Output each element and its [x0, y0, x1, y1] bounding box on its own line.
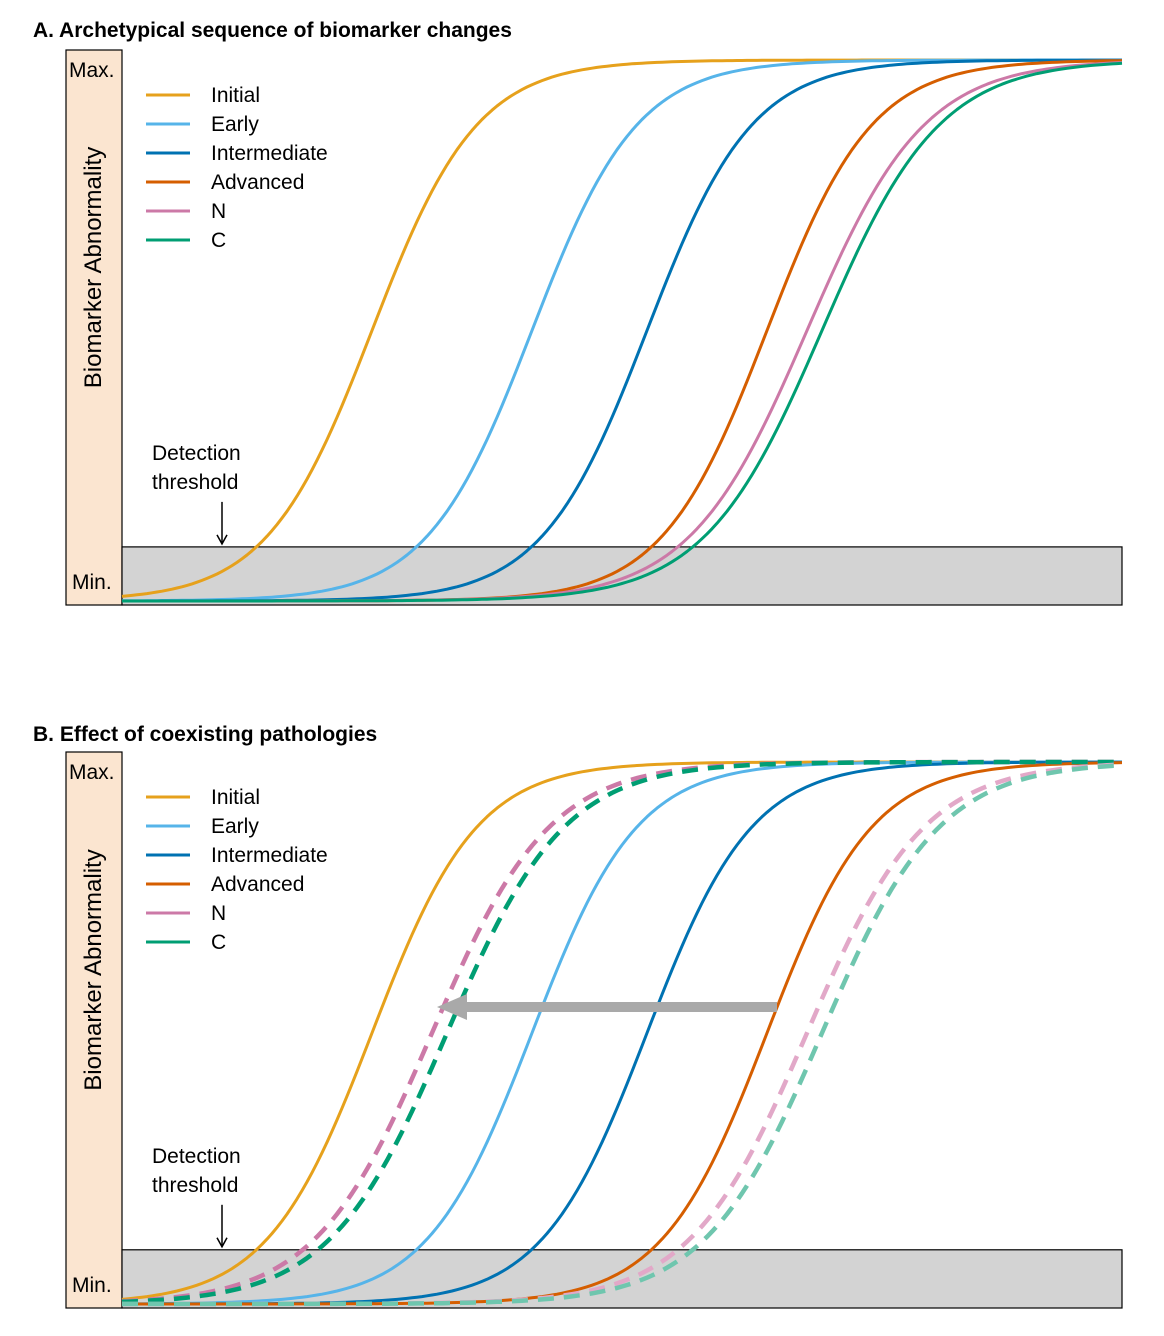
y-tick-min: Min.	[72, 1274, 112, 1297]
threshold-annotation: Detection threshold	[152, 1145, 241, 1249]
threshold-arrow-head	[216, 534, 228, 546]
legend-label-early: Early	[211, 113, 259, 136]
panel-a: A. Archetypical sequence of biomarker ch…	[33, 19, 1123, 606]
series-line-c-original	[122, 763, 1123, 1307]
legend-label-initial: Initial	[211, 786, 260, 809]
threshold-annotation: Detection threshold	[152, 442, 241, 546]
threshold-arrow-head	[216, 1237, 228, 1249]
y-axis-strip	[65, 751, 123, 1309]
y-tick-max: Max.	[69, 761, 115, 784]
threshold-label-line1: Detection	[152, 1145, 241, 1168]
legend-label-advanced: Advanced	[211, 171, 304, 194]
legend-label-intermediate: Intermediate	[211, 142, 328, 165]
legend-label-intermediate: Intermediate	[211, 844, 328, 867]
legend-label-advanced: Advanced	[211, 873, 304, 896]
curves	[121, 58, 1123, 603]
panel-b: B. Effect of coexisting pathologies Max. M…	[33, 723, 1123, 1309]
y-tick-min: Min.	[72, 571, 112, 594]
legend-label-n: N	[211, 200, 226, 223]
detection-threshold-band	[121, 1249, 1123, 1309]
threshold-label-line1: Detection	[152, 442, 241, 465]
legend-label-n: N	[211, 902, 226, 925]
legend: Initial Early Intermediate Advanced NC	[146, 84, 328, 252]
y-axis-label: Biomarker Abnormality	[80, 849, 107, 1090]
series-line-c	[121, 759, 1122, 1305]
legend-label-initial: Initial	[211, 84, 260, 107]
curves	[121, 759, 1123, 1307]
legend-label-c: C	[211, 229, 226, 252]
threshold-label-line2: threshold	[152, 471, 238, 494]
y-axis-strip	[65, 49, 123, 606]
y-axis-label: Biomarker Abnormality	[80, 147, 107, 388]
legend-label-c: C	[211, 931, 226, 954]
legend: Initial Early Intermediate Advanced NC	[146, 786, 328, 954]
shift-arrow-head	[437, 994, 467, 1020]
series-line-c	[122, 61, 1123, 603]
threshold-label-line2: threshold	[152, 1174, 238, 1197]
panel-title: A. Archetypical sequence of biomarker ch…	[33, 19, 512, 42]
legend-label-early: Early	[211, 815, 259, 838]
y-tick-max: Max.	[69, 59, 115, 82]
panel-title: B. Effect of coexisting pathologies	[33, 723, 377, 746]
